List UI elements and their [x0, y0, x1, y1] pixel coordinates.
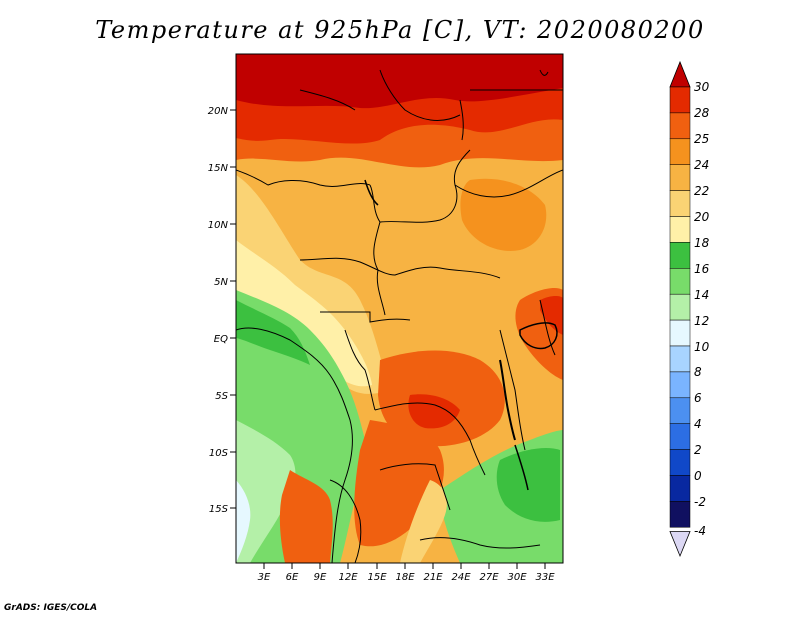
colorbar-bin	[669, 501, 691, 528]
colorbar-bin	[669, 268, 691, 295]
lat-label: 10S	[209, 448, 229, 459]
colorbar-label: 4	[694, 417, 702, 431]
colorbar-bin	[669, 397, 691, 424]
colorbar-bin	[669, 423, 691, 450]
colorbar-label: 12	[694, 314, 709, 328]
lat-label: 10N	[208, 220, 229, 231]
colorbar-label: -4	[694, 524, 706, 538]
colorbar-label: 10	[694, 340, 710, 354]
colorbar-bin	[669, 345, 691, 373]
colorbar-label: 14	[694, 288, 709, 302]
lon-label: 15E	[367, 572, 387, 583]
lon-label: 27E	[479, 572, 499, 583]
lon-label: 21E	[423, 572, 443, 583]
lon-label: 9E	[314, 572, 327, 583]
credit-text: GrADS: IGES/COLA	[4, 603, 98, 613]
colorbar-label: 20	[694, 210, 710, 224]
colorbar-label: 30	[694, 80, 710, 94]
lon-label: 3E	[258, 572, 271, 583]
colorbar-label: 2	[694, 443, 702, 457]
colorbar-bin	[669, 164, 691, 191]
colorbar-bin	[669, 449, 691, 476]
band-20-south	[400, 480, 447, 563]
colorbar-bin	[669, 138, 691, 165]
band-24-sudan	[460, 178, 547, 251]
colorbar-bin	[669, 475, 691, 502]
band-12-ocean	[236, 420, 296, 563]
colorbar-bin	[669, 293, 691, 321]
colorbar-bin	[669, 86, 691, 114]
lon-label: 18E	[395, 572, 415, 583]
colorbar-bin	[669, 112, 691, 140]
colorbar-bottom-arrow	[669, 531, 691, 558]
angola-warm	[279, 470, 333, 563]
colorbar-label: 25	[694, 132, 709, 146]
lon-label: 30E	[507, 572, 527, 583]
lat-label: 20N	[208, 106, 229, 117]
lat-label: 5N	[214, 277, 228, 288]
band-18-west	[236, 240, 372, 387]
map-frame	[235, 53, 564, 564]
colorbar-label: 28	[694, 106, 710, 120]
lat-label: 5S	[215, 391, 228, 402]
lon-label: 33E	[535, 572, 555, 583]
band-10-ocean	[236, 480, 251, 563]
colorbar-label: 0	[694, 469, 702, 483]
colorbar-label: -2	[694, 495, 706, 509]
lat-label: 15S	[209, 504, 229, 515]
lat-axis: 20N 15N 10N 5N EQ 5S 10S 15S	[208, 106, 236, 515]
colorbar-bin	[669, 216, 691, 243]
colorbar-label: 24	[694, 158, 709, 172]
colorbar-bin	[669, 190, 691, 217]
colorbar-label: 16	[694, 262, 710, 276]
map-title: Temperature at 925hPa [C], VT: 202008020…	[95, 16, 705, 44]
colorbar: 30 28 25 24 22 20 18 16 14 12 10 8 6 4 2…	[669, 60, 710, 558]
country-borders	[236, 69, 563, 563]
lon-axis: 3E 6E 9E 12E 15E 18E 21E 24E 27E 30E 33E	[258, 563, 555, 583]
colorbar-label: 22	[694, 184, 709, 198]
colorbar-label: 8	[694, 365, 702, 379]
colorbar-bin	[669, 371, 691, 399]
temperature-field	[236, 54, 563, 563]
lon-label: 6E	[286, 572, 299, 583]
colorbar-label: 18	[694, 236, 710, 250]
band-16-southeast	[496, 448, 560, 522]
colorbar-bin	[669, 319, 691, 347]
colorbar-bin	[669, 242, 691, 269]
colorbar-label: 6	[694, 391, 702, 405]
lon-label: 24E	[451, 572, 471, 583]
lon-label: 12E	[338, 572, 358, 583]
lat-label: 15N	[208, 163, 229, 174]
band-28-east	[540, 295, 563, 335]
lat-label: EQ	[214, 334, 228, 345]
colorbar-top-arrow	[669, 60, 691, 88]
